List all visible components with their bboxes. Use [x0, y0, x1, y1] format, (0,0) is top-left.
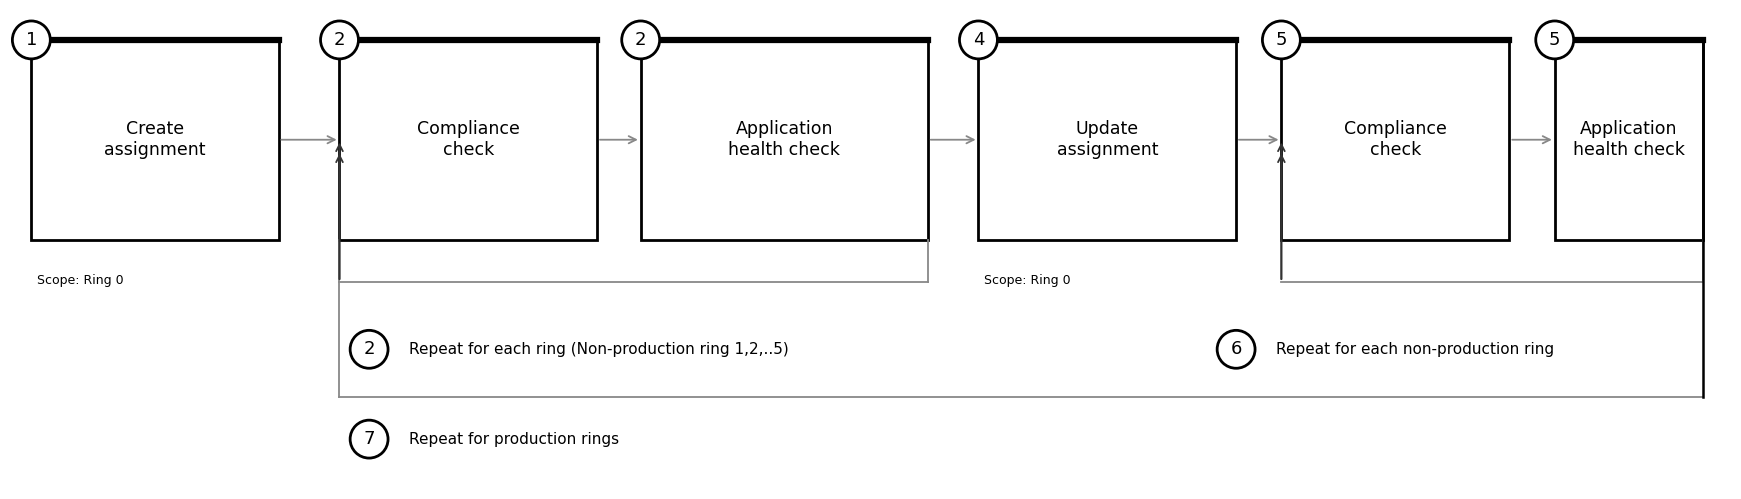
- FancyBboxPatch shape: [339, 40, 597, 240]
- FancyBboxPatch shape: [1555, 40, 1703, 240]
- Text: Repeat for each non-production ring: Repeat for each non-production ring: [1276, 342, 1555, 357]
- Text: 2: 2: [635, 31, 646, 49]
- Ellipse shape: [350, 330, 388, 368]
- Ellipse shape: [1262, 21, 1301, 59]
- Text: 2: 2: [364, 340, 374, 358]
- Text: 6: 6: [1231, 340, 1241, 358]
- Text: 7: 7: [364, 430, 374, 448]
- FancyBboxPatch shape: [978, 40, 1236, 240]
- Text: Repeat for each ring (Non-production ring 1,2,..5): Repeat for each ring (Non-production rin…: [409, 342, 789, 357]
- Text: Compliance
check: Compliance check: [1344, 120, 1447, 159]
- Text: Scope: Ring 0: Scope: Ring 0: [37, 274, 124, 287]
- Text: Compliance
check: Compliance check: [416, 120, 521, 159]
- Text: Create
assignment: Create assignment: [104, 120, 205, 159]
- Ellipse shape: [959, 21, 998, 59]
- Ellipse shape: [320, 21, 359, 59]
- Text: Application
health check: Application health check: [728, 120, 841, 159]
- Ellipse shape: [350, 420, 388, 458]
- Text: 4: 4: [973, 31, 984, 49]
- Ellipse shape: [12, 21, 50, 59]
- Text: 5: 5: [1276, 31, 1287, 49]
- Text: 1: 1: [26, 31, 37, 49]
- Text: Repeat for production rings: Repeat for production rings: [409, 432, 620, 447]
- FancyBboxPatch shape: [31, 40, 279, 240]
- Text: Scope: Ring 0: Scope: Ring 0: [984, 274, 1071, 287]
- Text: Update
assignment: Update assignment: [1057, 120, 1158, 159]
- Text: 2: 2: [334, 31, 345, 49]
- Text: 5: 5: [1549, 31, 1560, 49]
- FancyBboxPatch shape: [641, 40, 928, 240]
- FancyBboxPatch shape: [1281, 40, 1509, 240]
- Text: Application
health check: Application health check: [1572, 120, 1685, 159]
- Ellipse shape: [622, 21, 660, 59]
- Ellipse shape: [1217, 330, 1255, 368]
- Ellipse shape: [1536, 21, 1574, 59]
